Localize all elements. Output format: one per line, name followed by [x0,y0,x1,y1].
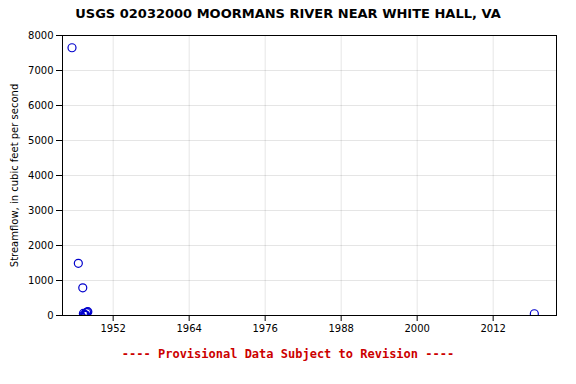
svg-text:7000: 7000 [28,65,53,76]
html-text:USGS 02032000 MOORMANS RIVER N: USGS 02032000 MOORMANS RIVER NEAR WHITE … [75,6,501,21]
svg-text:4000: 4000 [28,170,53,181]
svg-text:8000: 8000 [28,30,53,41]
html-text:---- Provisional Data Subject: ---- Provisional Data Subject to Revisio… [121,347,455,361]
svg-text:1952: 1952 [100,323,125,334]
svg-text:3000: 3000 [28,205,53,216]
svg-text:0: 0 [47,310,53,321]
svg-text:2000: 2000 [28,240,53,251]
svg-text:Streamflow, in cubic feet per: Streamflow, in cubic feet per second [9,84,20,267]
svg-text:2012: 2012 [480,323,505,334]
svg-text:6000: 6000 [28,100,53,111]
svg-text:1964: 1964 [176,323,201,334]
svg-text:1976: 1976 [252,323,277,334]
svg-text:2000: 2000 [404,323,429,334]
svg-text:1988: 1988 [328,323,353,334]
svg-text:5000: 5000 [28,135,53,146]
svg-text:1000: 1000 [28,275,53,286]
